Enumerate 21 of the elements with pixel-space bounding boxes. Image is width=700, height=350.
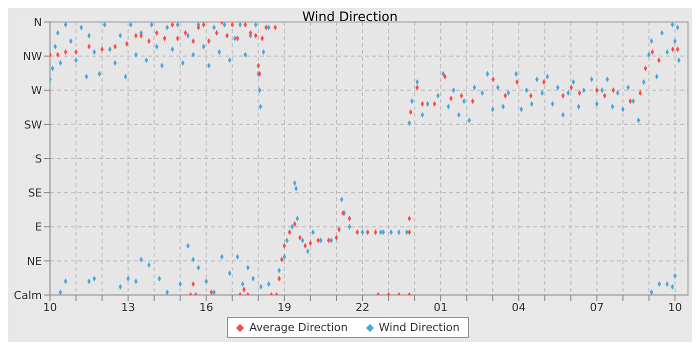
x-tick-label: 16 [199, 300, 214, 314]
category-label: Calm [14, 288, 42, 302]
x-tick-label: 13 [121, 300, 136, 314]
category-label: S [35, 152, 42, 166]
x-tick-label: 22 [355, 300, 370, 314]
chart-title: Wind Direction [302, 10, 398, 25]
category-label: N [34, 16, 42, 29]
legend-label: Wind Direction [378, 321, 460, 334]
x-tick-label: 01 [434, 300, 448, 314]
x-tick-label: 10 [43, 300, 57, 314]
x-tick-label: 07 [590, 300, 604, 314]
category-label: SW [24, 118, 42, 132]
category-label: W [31, 84, 42, 98]
category-label: NW [22, 50, 42, 64]
category-label: E [35, 220, 42, 234]
x-tick-label: 10 [668, 300, 682, 314]
x-tick-label: 19 [277, 300, 292, 314]
category-label: SE [28, 186, 42, 200]
legend-label: Average Direction [248, 321, 348, 334]
category-label: NE [26, 254, 42, 268]
x-tick-label: 04 [512, 300, 526, 314]
